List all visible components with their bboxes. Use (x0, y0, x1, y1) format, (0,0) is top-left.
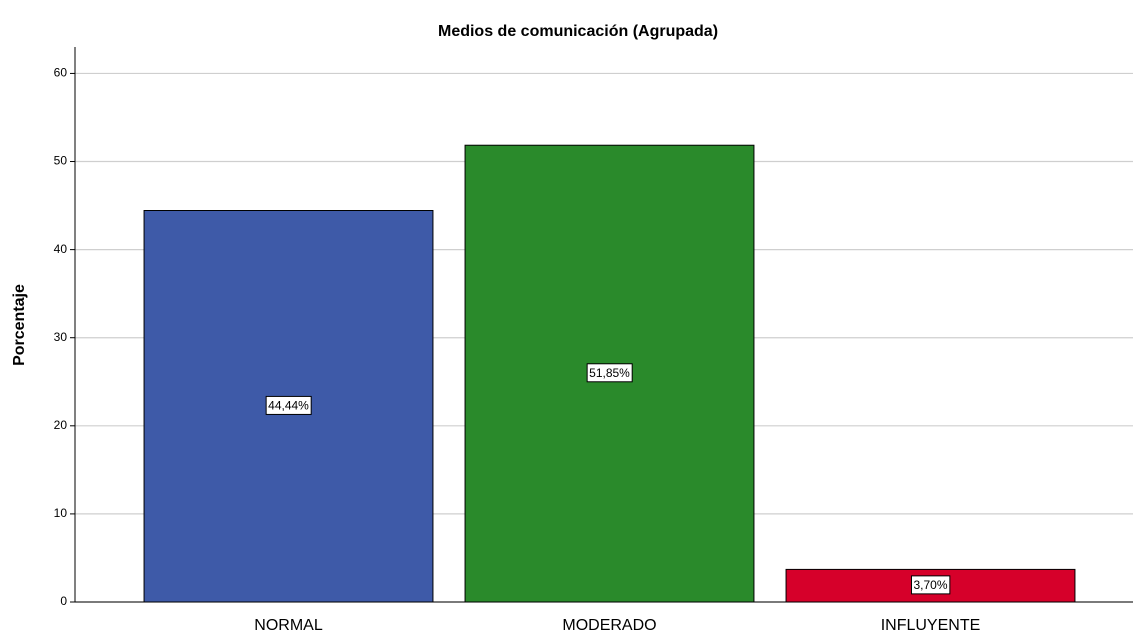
value-label-box (586, 363, 633, 383)
value-label-box (265, 395, 312, 415)
value-label: 3,70% (913, 578, 947, 592)
y-tick-label: 40 (54, 242, 68, 256)
y-tick-label: 30 (54, 330, 68, 344)
value-label-box (910, 575, 951, 595)
y-tick-label: 60 (54, 66, 68, 80)
y-tick-label: 0 (60, 594, 67, 608)
chart-title: Medios de comunicación (Agrupada) (438, 23, 718, 40)
value-label: 44,44% (268, 398, 309, 412)
y-tick-label: 20 (54, 418, 68, 432)
x-tick-label: MODERADO (562, 617, 656, 634)
x-tick-label: NORMAL (254, 617, 323, 634)
y-tick-label: 10 (54, 506, 68, 520)
y-tick-label: 50 (54, 154, 68, 168)
x-tick-label: INFLUYENTE (881, 617, 981, 634)
y-axis-label: Porcentaje (11, 284, 28, 366)
value-label: 51,85% (589, 366, 630, 380)
